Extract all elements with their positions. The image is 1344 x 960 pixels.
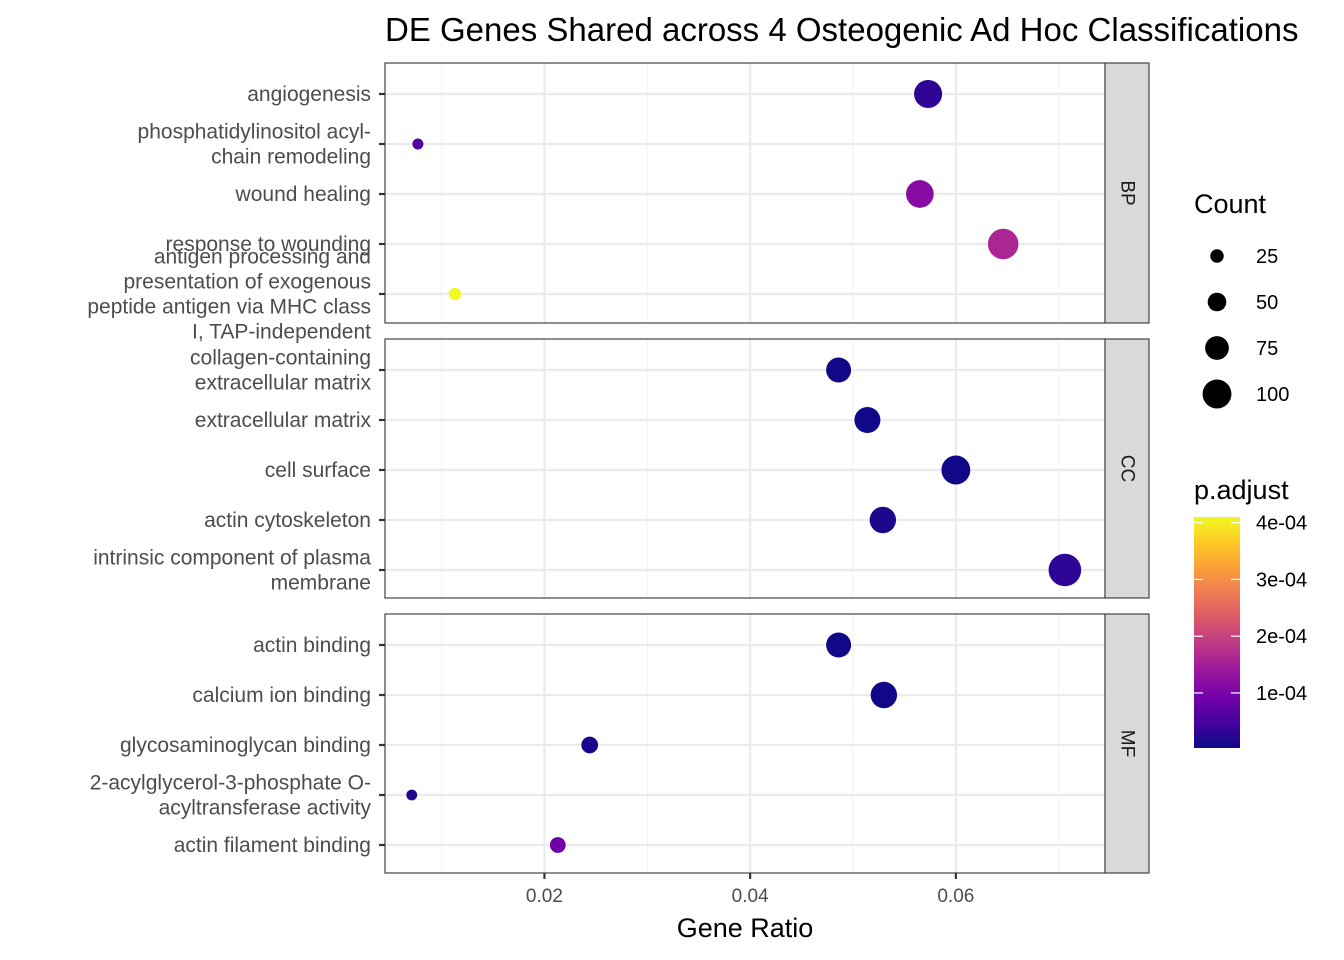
color-legend-label: 4e-04: [1256, 513, 1307, 535]
x-tick-label: 0.02: [526, 886, 563, 907]
panel-mf: MF actin binding calcium ion binding glycos…: [90, 613, 1150, 874]
data-point: [412, 138, 424, 150]
y-tick-label: wound healing: [235, 183, 371, 206]
size-legend-label: 75: [1256, 338, 1278, 360]
x-tick-label: 0.04: [732, 886, 769, 907]
size-legend-key: [1205, 336, 1229, 360]
color-legend-label: 2e-04: [1256, 626, 1307, 648]
y-tick-label: angiogenesis: [247, 83, 371, 106]
size-legend-title: Count: [1194, 189, 1267, 219]
data-point: [581, 736, 599, 754]
color-legend-label: 3e-04: [1256, 569, 1307, 591]
data-point: [826, 632, 852, 658]
x-tick-label: 0.06: [937, 886, 974, 907]
data-point: [826, 357, 852, 383]
data-point: [906, 180, 934, 208]
size-legend-label: 25: [1256, 246, 1278, 268]
data-point: [1048, 553, 1082, 587]
y-tick-label: actin filament binding: [174, 834, 371, 857]
color-legend-title: p.adjust: [1194, 475, 1289, 505]
y-tick-label: phosphatidylinositol acyl-chain remodeli…: [138, 121, 371, 169]
size-legend-label: 100: [1256, 384, 1289, 406]
y-tick-label: actin binding: [253, 634, 371, 657]
y-tick-label: response to wounding: [166, 233, 371, 256]
size-legend: Count 25 50 75 100: [1194, 189, 1289, 409]
y-tick-label: extracellular matrix: [195, 409, 372, 432]
x-axis-title: Gene Ratio: [677, 913, 814, 943]
color-legend-label: 1e-04: [1256, 683, 1307, 705]
panel-cc: CC collagen-containing extracellular matri…: [93, 338, 1150, 599]
y-tick-label: cell surface: [265, 459, 371, 482]
facet-strip: [1104, 613, 1150, 874]
color-legend: p.adjust 1e-04 2e-04 3e-04 4e-04: [1194, 475, 1307, 748]
color-bar: [1194, 517, 1240, 748]
y-tick-label: calcium ion binding: [192, 684, 371, 707]
size-legend-label: 50: [1256, 292, 1278, 314]
data-point: [914, 79, 943, 109]
facet-strip-label: MF: [1117, 730, 1138, 757]
y-tick-label: antigen processing and presentation of ex…: [87, 246, 371, 344]
data-point: [987, 228, 1019, 260]
chart-title: DE Genes Shared across 4 Osteogenic Ad H…: [385, 11, 1298, 48]
data-point: [941, 455, 971, 485]
data-point: [869, 506, 897, 534]
y-tick-label: intrinsic component of plasma membrane: [93, 547, 371, 595]
data-point: [854, 406, 881, 434]
y-tick-label: collagen-containing extracellular matrix: [190, 347, 371, 395]
panel-bp: BP angiogenesis phosphatidylinositol acyl-…: [87, 62, 1150, 344]
data-point: [406, 789, 418, 801]
panel-background: [385, 614, 1105, 873]
data-point: [870, 681, 898, 709]
data-point: [549, 837, 566, 853]
size-legend-key: [1202, 379, 1232, 409]
size-legend-key: [1207, 292, 1227, 312]
facet-strip-label: CC: [1117, 455, 1138, 482]
y-tick-label: glycosaminoglycan binding: [120, 734, 371, 757]
facet-strip: [1104, 338, 1150, 599]
panel-background: [385, 339, 1105, 598]
size-legend-key: [1210, 249, 1224, 263]
facet-strip-label: BP: [1117, 180, 1138, 205]
facet-strip: [1104, 62, 1150, 324]
y-tick-label: actin cytoskeleton: [204, 509, 371, 532]
data-point: [448, 287, 462, 301]
y-tick-label: 2-acylglycerol-3-phosphate O-acyltransfe…: [90, 772, 372, 820]
